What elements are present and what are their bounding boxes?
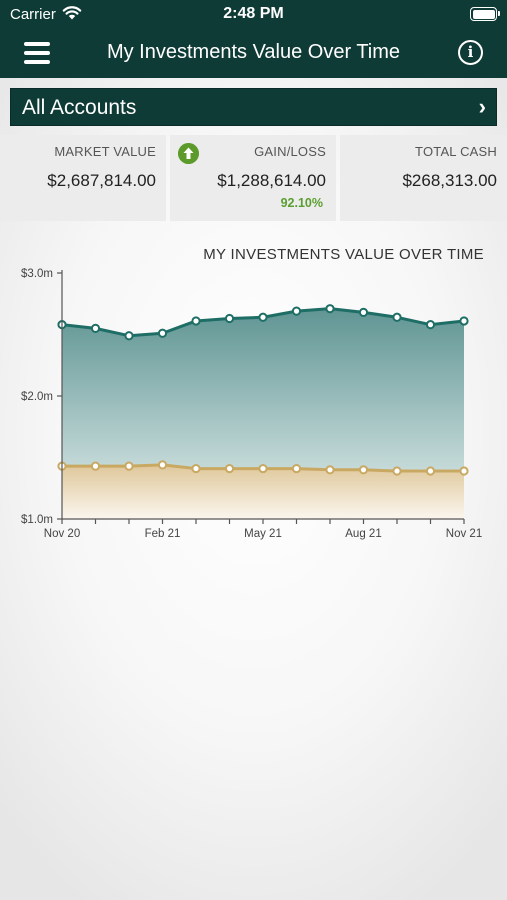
page-title: My Investments Value Over Time	[106, 41, 401, 63]
total-cash-amount: $268,313.00	[402, 171, 497, 190]
cost-basis-area	[62, 464, 464, 519]
x-tick-label: May 21	[244, 528, 282, 540]
cost-basis-point[interactable]	[459, 466, 469, 476]
cost-basis-point[interactable]	[124, 461, 134, 471]
y-tick-label: $1.0m	[21, 514, 53, 526]
investments-chart: MY INVESTMENTS VALUE OVER TIME $1.0m $2.0…	[0, 224, 507, 544]
market-value-tile: MARKET VALUE $2,687,814.00	[0, 135, 166, 221]
market-value-amount: $2,687,814.00	[47, 171, 156, 190]
battery-icon	[470, 7, 500, 21]
cost-basis-point[interactable]	[224, 463, 235, 474]
cost-basis-point[interactable]	[157, 460, 168, 470]
cost-basis-point[interactable]	[392, 466, 402, 476]
market-value-point[interactable]	[459, 316, 469, 326]
market-value-point[interactable]	[90, 323, 101, 333]
wifi-icon	[62, 6, 82, 20]
total-cash-tile: TOTAL CASH $268,313.00	[340, 135, 507, 221]
chart-title: MY INVESTMENTS VALUE OVER TIME	[203, 246, 484, 263]
arrow-up-circle-icon	[178, 143, 199, 164]
hamburger-menu-icon[interactable]	[24, 42, 50, 64]
market-value-point[interactable]	[191, 316, 201, 326]
cost-basis-point[interactable]	[191, 463, 201, 474]
cost-basis-point[interactable]	[90, 461, 101, 471]
x-tick-label: Nov 20	[44, 528, 80, 540]
x-tick-label: Aug 21	[345, 528, 381, 540]
market-value-point[interactable]	[325, 304, 335, 314]
x-tick-label: Nov 21	[446, 528, 482, 540]
market-value-point[interactable]	[392, 312, 402, 322]
market-value-point[interactable]	[258, 312, 268, 322]
status-bar: Carrier 2:48 PM	[0, 0, 507, 28]
gain-loss-amount: $1,288,614.00	[217, 171, 326, 190]
chevron-right-icon: ›	[478, 94, 486, 119]
cost-basis-point[interactable]	[325, 465, 335, 475]
gain-loss-label: GAIN/LOSS	[254, 144, 326, 159]
cost-basis-point[interactable]	[358, 465, 369, 475]
account-selector[interactable]: All Accounts ›	[10, 88, 497, 126]
cost-basis-point[interactable]	[291, 463, 302, 474]
market-value-label: MARKET VALUE	[54, 144, 156, 159]
cost-basis-point[interactable]	[258, 463, 268, 474]
gain-loss-percent: 92.10%	[280, 196, 323, 210]
market-value-point[interactable]	[358, 307, 369, 317]
total-cash-label: TOTAL CASH	[415, 144, 497, 159]
cost-basis-point[interactable]	[425, 466, 436, 476]
chart-plot-area: $1.0m $2.0m $3.0m Nov 20 Feb 21 May 21 Aug 21 N…	[21, 268, 482, 540]
y-tick-label: $2.0m	[21, 391, 53, 403]
y-tick-label: $3.0m	[21, 268, 53, 280]
account-selector-label: All Accounts	[22, 96, 137, 119]
x-tick-label: Feb 21	[145, 528, 181, 540]
market-value-point[interactable]	[124, 331, 134, 341]
market-value-point[interactable]	[291, 306, 302, 316]
clock: 2:48 PM	[223, 5, 284, 22]
navigation-bar: My Investments Value Over Time i	[0, 28, 507, 78]
market-value-point[interactable]	[157, 328, 168, 338]
market-value-point[interactable]	[224, 313, 235, 324]
market-value-point[interactable]	[425, 320, 436, 330]
gain-loss-tile: GAIN/LOSS $1,288,614.00 92.10%	[170, 135, 336, 221]
carrier-label: Carrier	[10, 6, 56, 23]
chart-svg: MY INVESTMENTS VALUE OVER TIME $1.0m $2.0…	[21, 246, 484, 540]
info-icon[interactable]: i	[458, 40, 483, 65]
app-header: Carrier 2:48 PM My Investments Value Ove…	[0, 0, 507, 78]
